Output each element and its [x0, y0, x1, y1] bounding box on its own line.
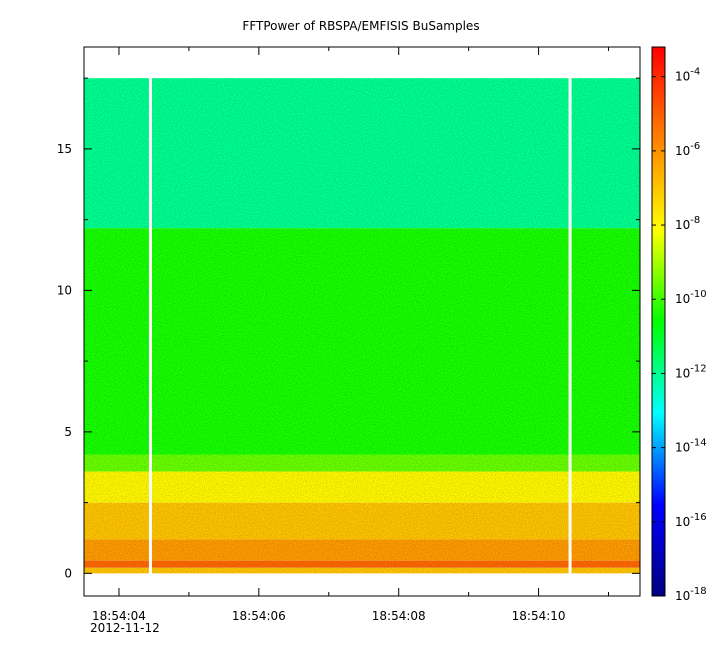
x-axis: 18:54:04 18:54:06 18:54:08 18:54:10	[92, 47, 610, 623]
spectrogram-bands	[84, 78, 640, 574]
y-tick-label: 10	[57, 283, 72, 297]
y-tick-label: 0	[64, 566, 72, 580]
spectrogram-band	[84, 502, 640, 540]
spectrogram-band	[84, 539, 640, 561]
colorbar-tick-label: 10-6	[675, 141, 700, 158]
colorbar: 10-4 10-6 10-8 10-10 10-12 10-14 10-16 10-18	[651, 46, 707, 603]
x-tick-label: 18:54:06	[232, 609, 286, 623]
data-gap-line	[568, 77, 572, 575]
colorbar-tick-label: 10-4	[675, 67, 700, 84]
data-gap-line	[148, 77, 152, 575]
spectrogram-band	[84, 471, 640, 503]
spectrogram-band	[84, 78, 640, 229]
x-tick-label: 18:54:04	[92, 609, 146, 623]
colorbar-tick-label: 10-8	[675, 215, 700, 232]
spectrogram-band	[84, 228, 640, 455]
chart-title: FFTPower of RBSPA/EMFISIS BuSamples	[242, 19, 479, 33]
spectrogram-band	[84, 454, 640, 472]
x-axis-date-label: 2012-11-12	[90, 621, 160, 635]
y-axis: 0 5 10 15	[57, 77, 640, 580]
colorbar-ticks: 10-4 10-6 10-8 10-10 10-12 10-14 10-16 10-18	[652, 67, 707, 603]
colorbar-scale	[652, 47, 665, 596]
x-tick-label: 18:54:10	[512, 609, 566, 623]
y-tick-label: 15	[57, 142, 72, 156]
plot-area	[83, 46, 641, 597]
plot-frame	[83, 46, 641, 597]
colorbar-frame	[651, 46, 666, 597]
colorbar-tick-label: 10-12	[675, 363, 707, 380]
colorbar-tick-label: 10-10	[675, 289, 707, 306]
colorbar-tick-label: 10-18	[675, 586, 707, 603]
x-tick-label: 18:54:08	[372, 609, 426, 623]
y-tick-label: 5	[64, 425, 72, 439]
colorbar-tick-label: 10-14	[675, 438, 707, 455]
data-gaps	[148, 77, 572, 575]
spectrogram-band	[84, 567, 640, 574]
colorbar-tick-label: 10-16	[675, 512, 707, 529]
spectrogram-band	[84, 560, 640, 568]
